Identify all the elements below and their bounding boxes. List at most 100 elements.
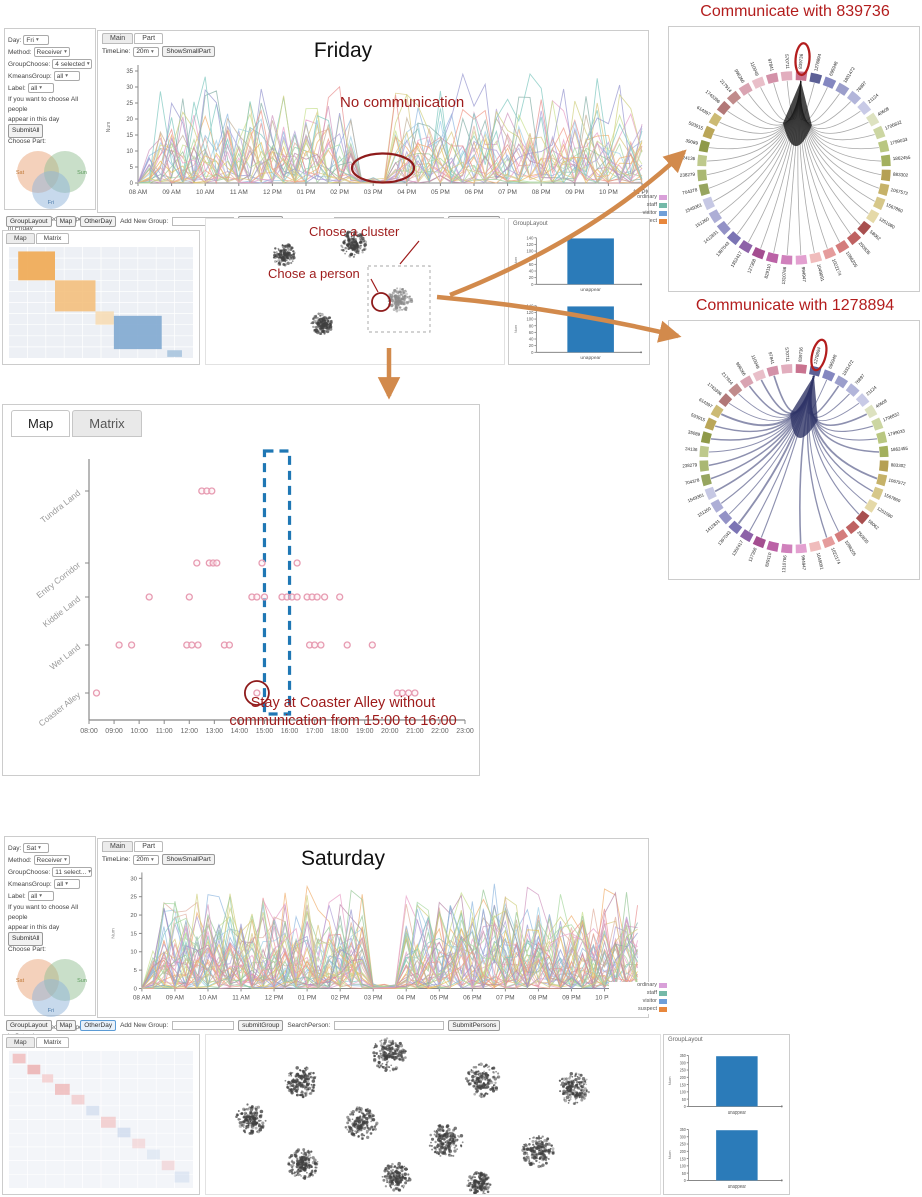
day-select[interactable]: Sat ▾ xyxy=(23,843,50,853)
chord2-title: Communicate with 1278894 xyxy=(695,297,895,314)
svg-text:11 AM: 11 AM xyxy=(232,994,250,1001)
chevron-down-icon: ▾ xyxy=(86,61,90,67)
tab-main[interactable]: Main xyxy=(102,841,134,852)
timeline-select[interactable]: 20m ▾ xyxy=(133,854,160,865)
svg-text:unappear: unappear xyxy=(728,1183,747,1190)
submit-all-button[interactable]: SubmitAll xyxy=(8,932,44,946)
grouplayout-title: GroupLayout xyxy=(668,1037,703,1043)
svg-text:09 PM: 09 PM xyxy=(565,189,584,196)
svg-text:5: 5 xyxy=(130,165,134,171)
choose-part-label: Choose Part: xyxy=(8,946,46,953)
method-select[interactable]: Receiver ▾ xyxy=(33,855,70,865)
svg-text:100: 100 xyxy=(680,1089,687,1094)
friday-clusters-chart[interactable] xyxy=(206,219,504,364)
svg-text:120: 120 xyxy=(526,242,534,247)
show-small-part-button[interactable]: ShowSmallPart xyxy=(162,854,215,865)
svg-text:12:00: 12:00 xyxy=(181,728,199,735)
svg-text:883302: 883302 xyxy=(893,172,909,178)
tab-matrix-mini[interactable]: Matrix xyxy=(35,233,70,244)
kmeans-select[interactable]: all ▾ xyxy=(53,879,80,889)
friday-matrix-chart[interactable] xyxy=(3,245,199,364)
grouplayout-button[interactable]: GroupLayout xyxy=(6,215,52,227)
svg-text:614397: 614397 xyxy=(698,397,714,409)
search-person-input[interactable] xyxy=(334,1020,445,1030)
svg-text:18:00: 18:00 xyxy=(331,728,349,735)
submit-persons-button[interactable]: SubmitPersons xyxy=(448,1019,501,1031)
svg-text:Num: Num xyxy=(669,1076,673,1085)
tab-map-mini[interactable]: Map xyxy=(6,1037,35,1048)
svg-text:17:00: 17:00 xyxy=(306,728,324,735)
search-person-label: SearchPerson: xyxy=(287,1021,331,1029)
svg-text:unappear: unappear xyxy=(728,1109,747,1116)
groupchoose-select[interactable]: 4 selected ▾ xyxy=(52,59,92,69)
svg-text:614397: 614397 xyxy=(696,105,712,117)
legend-ordinary: ordinary xyxy=(637,982,657,988)
svg-text:704378: 704378 xyxy=(682,187,698,196)
svg-text:06 PM: 06 PM xyxy=(465,189,484,196)
svg-text:127368: 127368 xyxy=(747,546,758,562)
svg-text:0: 0 xyxy=(684,1104,687,1109)
map-button[interactable]: Map xyxy=(55,215,77,227)
tab-main[interactable]: Main xyxy=(102,33,134,44)
submit-group-button[interactable]: submitGroup xyxy=(238,1019,284,1031)
svg-text:Num: Num xyxy=(513,257,518,265)
tab-part[interactable]: Part xyxy=(134,33,164,44)
tab-matrix-big[interactable]: Matrix xyxy=(72,410,142,437)
day-select[interactable]: Fri ▾ xyxy=(23,35,50,45)
otherday-button[interactable]: OtherDay xyxy=(80,215,117,227)
tab-matrix-mini[interactable]: Matrix xyxy=(35,1037,70,1048)
saturday-legend: ordinary staff visitor suspect xyxy=(609,982,667,1014)
saturday-timeline-chart[interactable]: 0 5 10 15 20 25 30 08 AM 09 AM 10 AM 11 AM 12 PM 01 … xyxy=(98,839,648,1017)
venn-diagram[interactable]: Sat Sun Fri xyxy=(8,954,92,1020)
grouplayout-button[interactable]: GroupLayout xyxy=(6,1019,52,1031)
submit-all-button[interactable]: SubmitAll xyxy=(8,124,44,138)
svg-text:08 PM: 08 PM xyxy=(529,994,547,1001)
svg-text:unappear: unappear xyxy=(580,287,601,293)
venn-diagram[interactable]: Sat Sun Fri xyxy=(8,146,92,212)
svg-text:120: 120 xyxy=(526,310,534,315)
svg-text:24136: 24136 xyxy=(682,155,695,161)
label-select[interactable]: all ▾ xyxy=(27,891,54,901)
svg-text:593915: 593915 xyxy=(690,412,706,423)
svg-text:0: 0 xyxy=(531,350,534,355)
day-label: Day: xyxy=(8,844,22,852)
svg-text:08 AM: 08 AM xyxy=(133,994,151,1001)
svg-text:1567860: 1567860 xyxy=(883,492,901,503)
groupchoose-select[interactable]: 11 select... ▾ xyxy=(52,867,92,877)
svg-text:217914: 217914 xyxy=(721,371,735,386)
timeline-select[interactable]: 20m ▾ xyxy=(133,46,160,57)
timeline-label: TimeLine: xyxy=(102,48,131,55)
svg-text:593915: 593915 xyxy=(688,120,704,131)
label-select[interactable]: all ▾ xyxy=(27,83,54,93)
svg-text:1397043: 1397043 xyxy=(717,529,732,546)
method-label: Method: xyxy=(8,856,32,864)
svg-text:1088205: 1088205 xyxy=(844,539,858,557)
show-small-part-button[interactable]: ShowSmallPart xyxy=(162,46,215,57)
svg-text:217914: 217914 xyxy=(719,78,733,93)
tab-map-mini[interactable]: Map xyxy=(6,233,35,244)
svg-text:50: 50 xyxy=(682,1096,687,1101)
svg-text:1412831: 1412831 xyxy=(703,229,720,245)
legend-swatch-ordinary xyxy=(659,982,667,988)
svg-text:1352417: 1352417 xyxy=(731,539,745,557)
svg-text:1549361: 1549361 xyxy=(687,492,705,503)
map-button[interactable]: Map xyxy=(55,1019,77,1031)
otherday-button[interactable]: OtherDay xyxy=(80,1019,117,1031)
svg-text:80: 80 xyxy=(529,255,534,260)
tab-part[interactable]: Part xyxy=(134,841,164,852)
legend-staff: staff xyxy=(646,202,657,208)
svg-text:1706832: 1706832 xyxy=(884,119,903,131)
svg-text:15: 15 xyxy=(126,133,133,139)
saturday-clusters-chart[interactable] xyxy=(206,1035,660,1194)
legend-visitor: visitor xyxy=(642,210,657,216)
friday-title: Friday xyxy=(313,39,373,62)
tab-map-big[interactable]: Map xyxy=(11,410,71,437)
add-group-input[interactable] xyxy=(172,1020,235,1030)
svg-text:Num: Num xyxy=(110,928,116,938)
saturday-matrix-chart[interactable] xyxy=(3,1049,199,1194)
legend-staff: staff xyxy=(646,990,657,996)
method-select[interactable]: Receiver ▾ xyxy=(33,47,70,57)
kmeans-select[interactable]: all ▾ xyxy=(53,71,80,81)
